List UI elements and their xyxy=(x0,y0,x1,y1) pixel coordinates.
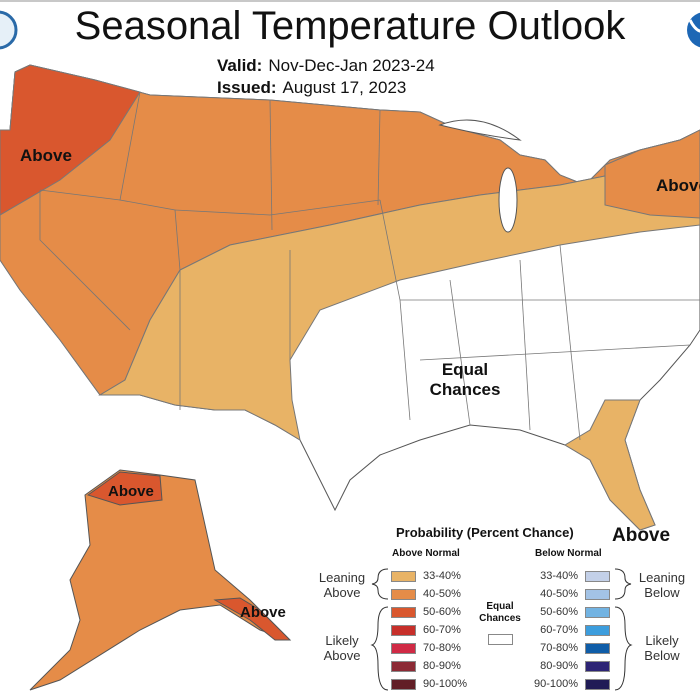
legend-swatch-above-4 xyxy=(391,643,416,654)
label-above-alaska-north: Above xyxy=(108,483,154,500)
legend-range-below: 70-80% xyxy=(540,642,578,654)
legend-swatch-below-5 xyxy=(585,661,610,672)
legend-range-above: 40-50% xyxy=(423,588,461,600)
lake-superior xyxy=(438,119,522,141)
valid-period: Valid: Nov-Dec-Jan 2023-24 xyxy=(217,56,435,76)
issued-label: Issued: xyxy=(217,78,277,97)
legend-range-above: 50-60% xyxy=(423,606,461,618)
page-title: Seasonal Temperature Outlook xyxy=(74,4,626,48)
legend-leaning-above: Leaning Above xyxy=(318,570,366,600)
legend-below-header: Below Normal xyxy=(535,548,602,559)
legend-swatch-above-2 xyxy=(391,607,416,618)
label-above-florida: Above xyxy=(612,525,671,546)
lake-michigan xyxy=(498,167,518,233)
legend-range-above: 80-90% xyxy=(423,660,461,672)
legend-range-below: 33-40% xyxy=(540,570,578,582)
legend-range-below: 80-90% xyxy=(540,660,578,672)
region-above-33-40-florida xyxy=(564,399,656,531)
legend-equal-chances: Equal Chances xyxy=(479,601,521,624)
issued-value: August 17, 2023 xyxy=(282,78,407,97)
legend-range-below: 50-60% xyxy=(540,606,578,618)
state-borders xyxy=(39,91,700,441)
label-above-northeast: Above xyxy=(656,176,700,195)
legend-swatch-below-2 xyxy=(585,607,610,618)
legend-likely-below: Likely Below xyxy=(644,633,680,663)
legend-swatch-above-3 xyxy=(391,625,416,636)
alaska-above-50-60-north xyxy=(86,471,163,506)
label-equal-chances: Equal Chances xyxy=(400,360,530,400)
valid-label: Valid: xyxy=(217,56,263,75)
nws-logo-icon xyxy=(0,10,18,50)
alaska-above-50-60-southeast xyxy=(213,597,292,641)
legend-swatch-below-6 xyxy=(585,679,610,690)
legend-above-header: Above Normal xyxy=(392,548,460,559)
legend-range-below: 40-50% xyxy=(540,588,578,600)
label-above-alaska-southeast: Above xyxy=(240,604,286,621)
legend-leaning-below: Leaning Below xyxy=(638,570,686,600)
legend-swatch-below-4 xyxy=(585,643,610,654)
legend-swatch-above-0 xyxy=(391,571,416,582)
label-equal: Equal xyxy=(441,360,489,379)
legend-range-above: 90-100% xyxy=(423,678,468,690)
legend-swatch-below-3 xyxy=(585,625,610,636)
label-above-pacific-nw: Above xyxy=(20,146,72,165)
legend-swatch-below-1 xyxy=(585,589,610,600)
region-above-40-50 xyxy=(0,64,700,396)
legend-title: Probability (Percent Chance) xyxy=(396,525,574,540)
region-above-40-50-northeast xyxy=(604,129,700,219)
legend-range-above: 70-80% xyxy=(423,642,461,654)
legend-range-above: 33-40% xyxy=(423,570,461,582)
region-above-33-40 xyxy=(98,154,700,442)
region-above-50-60-pacific-nw xyxy=(0,64,141,216)
top-border xyxy=(0,0,700,2)
legend-range-below: 60-70% xyxy=(540,624,578,636)
label-chances: Chances xyxy=(429,380,501,399)
noaa-logo-wave xyxy=(688,19,700,33)
legend-swatch-above-6 xyxy=(391,679,416,690)
legend-range-below: 90-100% xyxy=(533,678,578,690)
issued-date: Issued: August 17, 2023 xyxy=(217,78,406,98)
legend-swatch-below-0 xyxy=(585,571,610,582)
legend-swatch-equal-chances xyxy=(488,634,513,645)
legend-likely-above: Likely Above xyxy=(323,633,361,663)
alaska-above-40-50 xyxy=(29,469,291,691)
legend-swatch-above-1 xyxy=(391,589,416,600)
legend-swatch-above-5 xyxy=(391,661,416,672)
valid-value: Nov-Dec-Jan 2023-24 xyxy=(268,56,435,75)
legend-range-above: 60-70% xyxy=(423,624,461,636)
